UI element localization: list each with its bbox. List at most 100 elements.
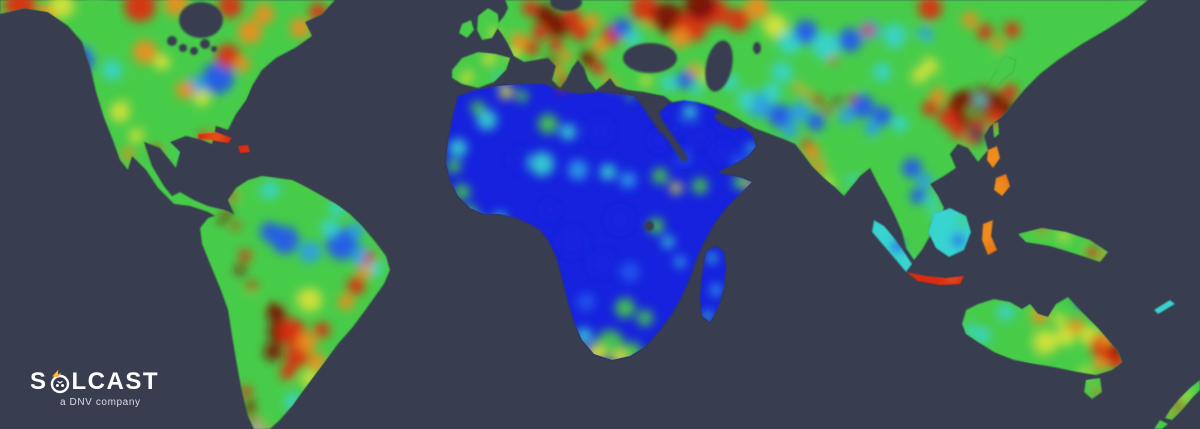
heat-blob xyxy=(620,262,640,282)
heat-blob xyxy=(986,78,998,90)
heat-blob xyxy=(850,94,874,118)
heat-blob xyxy=(662,75,678,91)
heat-blob xyxy=(525,41,539,55)
heat-blob xyxy=(620,172,636,188)
heat-blob xyxy=(202,62,234,94)
heat-blob xyxy=(266,302,286,322)
heat-blob xyxy=(1068,236,1084,252)
heat-blob xyxy=(549,38,563,52)
dnv-tagline: a DNV company xyxy=(60,397,141,408)
heat-blob xyxy=(264,343,282,361)
heat-blob xyxy=(538,114,558,134)
heat-blob xyxy=(652,168,668,184)
heat-blob xyxy=(726,8,750,32)
heat-blob xyxy=(590,252,614,276)
heat-blob xyxy=(848,94,856,102)
heat-blob xyxy=(592,38,608,54)
heat-blob xyxy=(925,195,937,207)
heat-blob xyxy=(838,108,854,124)
heat-blob xyxy=(804,90,812,98)
heat-blob xyxy=(260,222,280,242)
heat-blob xyxy=(261,425,269,429)
heat-blob xyxy=(142,114,158,130)
heat-blob xyxy=(298,288,322,312)
heat-blob xyxy=(1022,228,1038,244)
heat-blob xyxy=(864,120,880,136)
heat-blob xyxy=(216,44,240,68)
heat-blob xyxy=(481,13,495,27)
heat-blob xyxy=(454,184,470,200)
flame-highlight xyxy=(54,371,58,376)
heat-blob xyxy=(772,62,792,82)
heat-blob xyxy=(684,0,716,20)
heat-blob xyxy=(1087,379,1097,389)
great-lake xyxy=(211,46,217,52)
great-lake xyxy=(179,44,187,52)
heat-blob xyxy=(936,240,948,252)
heat-blob xyxy=(707,253,717,263)
heat-blob xyxy=(530,152,554,176)
heat-blob xyxy=(281,286,299,304)
heat-blob xyxy=(970,135,978,143)
heat-blob xyxy=(640,75,650,85)
great-lake xyxy=(200,39,210,49)
heat-blob xyxy=(703,311,713,321)
heat-blob xyxy=(647,78,663,94)
heat-blob xyxy=(110,102,130,122)
red-sea xyxy=(642,98,688,162)
heat-blob xyxy=(745,0,769,20)
heat-blob xyxy=(922,100,938,116)
heat-blob xyxy=(532,24,548,40)
heat-blob xyxy=(892,116,908,132)
heat-blob xyxy=(194,90,210,106)
heat-blob xyxy=(1044,230,1060,246)
heat-blob xyxy=(176,81,194,99)
heat-blob xyxy=(794,20,818,44)
heat-blob xyxy=(930,208,942,220)
heat-blob xyxy=(872,106,892,126)
heat-blob xyxy=(910,188,926,204)
heat-blob xyxy=(918,0,942,20)
heat-blob xyxy=(133,40,157,64)
black-sea xyxy=(623,43,677,73)
heat-blob xyxy=(1086,246,1098,258)
heat-blob xyxy=(1168,409,1176,417)
heat-blob xyxy=(942,220,958,236)
heat-blob xyxy=(1004,22,1020,38)
heat-blob xyxy=(102,60,122,80)
heat-blob xyxy=(600,164,616,180)
heat-blob xyxy=(692,178,708,194)
heat-blob xyxy=(253,423,263,429)
heat-blob xyxy=(917,173,933,189)
heat-blob xyxy=(710,284,722,296)
heat-blob xyxy=(239,250,251,262)
heat-blob xyxy=(570,21,590,41)
heat-blob xyxy=(940,68,956,84)
heat-blob xyxy=(964,324,976,336)
heat-blob xyxy=(242,294,258,310)
inland-water-layer xyxy=(167,0,761,231)
heat-blob xyxy=(81,0,109,24)
heat-blob xyxy=(542,202,558,218)
heat-blob xyxy=(290,18,310,38)
heat-blob xyxy=(977,24,993,40)
heat-blob xyxy=(980,318,992,330)
heat-blob xyxy=(930,88,946,104)
heat-blob xyxy=(199,131,209,141)
heat-blob xyxy=(238,20,262,44)
heat-blob xyxy=(461,24,471,34)
heat-blob xyxy=(211,132,221,142)
heat-blob xyxy=(256,176,268,188)
heat-blob xyxy=(338,294,354,310)
heat-blob xyxy=(1054,314,1066,326)
heat-blob xyxy=(1093,388,1101,396)
heat-blob xyxy=(615,298,635,318)
heat-blob xyxy=(612,18,632,38)
heat-blob xyxy=(813,95,823,105)
great-lake xyxy=(167,36,177,46)
heat-blob xyxy=(1034,330,1058,354)
heat-blob xyxy=(922,58,938,74)
heat-blob xyxy=(280,364,296,380)
